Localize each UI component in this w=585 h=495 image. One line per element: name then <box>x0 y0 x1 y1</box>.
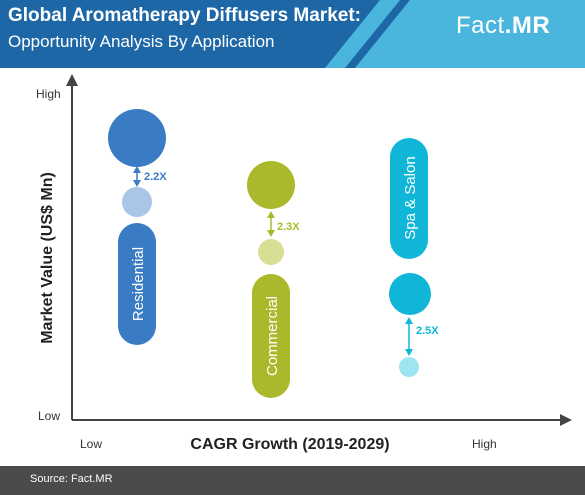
spa-salon-arrow-head-up <box>405 317 413 324</box>
residential-label-pill <box>118 223 156 345</box>
footer-bar: Source: Fact.MR <box>0 466 585 495</box>
logo-main-text: Fact <box>456 12 505 39</box>
header-stripe <box>325 0 400 68</box>
commercial-series-name: Commercial <box>264 296 281 376</box>
series-commercial: 2.3X Commercial <box>247 161 300 398</box>
residential-arrow-head-up <box>133 166 141 173</box>
residential-arrow-head-down <box>133 180 141 187</box>
x-axis-arrow <box>560 414 572 426</box>
spa-salon-label-pill <box>390 138 428 259</box>
commercial-growth-label: 2.3X <box>277 221 300 233</box>
series-residential: 2.2X Residential <box>108 109 167 345</box>
commercial-arrow-head-down <box>267 230 275 237</box>
logo-accent-text: .MR <box>504 12 551 39</box>
commercial-label-pill <box>252 274 290 398</box>
header-light-band <box>355 0 585 68</box>
series-spa-salon: Spa & Salon 2.5X <box>389 138 439 377</box>
y-axis-arrow <box>66 74 78 86</box>
y-axis-label: Market Value (US$ Mn) <box>39 172 56 344</box>
residential-current-bubble <box>108 109 166 167</box>
x-axis-label: CAGR Growth (2019-2029) <box>190 436 389 453</box>
commercial-arrow-head-up <box>267 211 275 218</box>
source-note: Source: Fact.MR <box>30 473 113 485</box>
chart-title: Global Aromatherapy Diffusers Market: <box>8 5 361 26</box>
residential-base-bubble <box>122 187 152 217</box>
x-tick-high: High <box>472 437 497 451</box>
spa-salon-arrow-head-down <box>405 349 413 356</box>
x-tick-low: Low <box>80 437 102 451</box>
chart-subtitle: Opportunity Analysis By Application <box>8 32 275 51</box>
bubble-chart: High Low Low High CAGR Growth (2019-2029… <box>36 74 572 453</box>
spa-salon-series-name: Spa & Salon <box>402 156 419 239</box>
header-background <box>0 0 585 68</box>
spa-salon-growth-label: 2.5X <box>416 325 439 337</box>
y-tick-low: Low <box>38 409 60 423</box>
spa-salon-current-bubble <box>389 273 431 315</box>
commercial-current-bubble <box>247 161 295 209</box>
residential-series-name: Residential <box>130 247 147 321</box>
residential-growth-label: 2.2X <box>144 171 167 183</box>
spa-salon-base-bubble <box>399 357 419 377</box>
y-tick-high: High <box>36 87 61 101</box>
commercial-base-bubble <box>258 239 284 265</box>
factmr-logo: Fact.MR <box>456 12 550 40</box>
header-banner: Global Aromatherapy Diffusers Market: Op… <box>0 0 585 68</box>
